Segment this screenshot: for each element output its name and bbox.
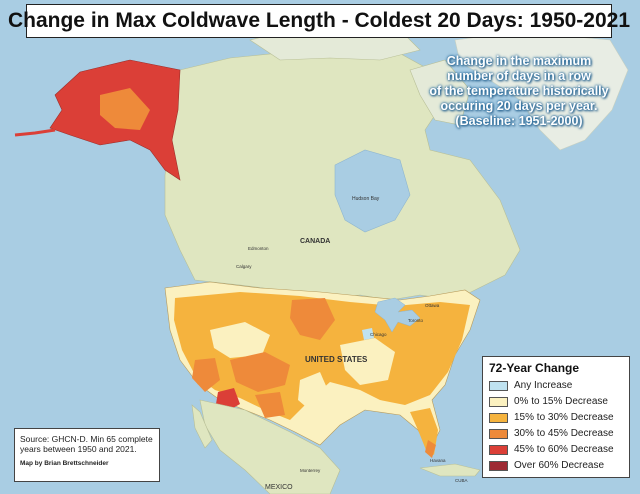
us-zone-30-45-c [192, 358, 220, 392]
baffin-island [409, 59, 471, 126]
alaska-interior-orange [100, 88, 150, 130]
great-lakes [374, 297, 421, 333]
legend-item: Any Increase [489, 378, 624, 393]
source-box: Source: GHCN-D. Min 65 complete years be… [14, 428, 160, 482]
map-subtitle: Change in the maximum number of days in … [405, 54, 633, 129]
legend-label: 30% to 45% Decrease [514, 428, 614, 439]
title-box: Change in Max Coldwave Length - Coldest … [8, 4, 630, 38]
us-zone-increase [362, 328, 374, 340]
aleutian-islands [14, 128, 56, 137]
map-title: Change in Max Coldwave Length - Coldest … [7, 9, 631, 32]
legend-label: 45% to 60% Decrease [514, 444, 614, 455]
greenland [454, 31, 629, 151]
us-zone-0-15-b [340, 338, 395, 385]
legend-label: 0% to 15% Decrease [514, 396, 608, 407]
baja-california [191, 404, 213, 449]
label-chicago: Chicago [370, 332, 387, 337]
subtitle-line: Change in the maximum [446, 54, 592, 68]
legend: 72-Year Change Any Increase 0% to 15% De… [482, 356, 630, 478]
us-zone-0-15-a [210, 322, 270, 358]
legend-swatch [489, 460, 508, 471]
legend-swatch [489, 428, 508, 439]
legend-swatch [489, 380, 508, 391]
legend-swatch [489, 396, 508, 407]
legend-label: 15% to 30% Decrease [514, 412, 614, 423]
legend-label: Any Increase [514, 380, 573, 391]
label-ottawa: Ottawa [425, 303, 440, 308]
us-zone-30-45-b [230, 352, 290, 392]
subtitle-line: number of days in a row [447, 69, 591, 83]
label-monterrey: Monterrey [300, 468, 321, 473]
source-note: Source: GHCN-D. Min 65 complete years be… [20, 434, 153, 454]
legend-item: Over 60% Decrease [489, 458, 624, 473]
legend-item: 0% to 15% Decrease [489, 394, 624, 409]
legend-item: 15% to 30% Decrease [489, 410, 624, 425]
legend-label: Over 60% Decrease [514, 460, 605, 471]
us-zone-30-45-a [290, 298, 335, 340]
label-calgary: Calgary [236, 264, 252, 269]
map-credit: Map by Brian Brettschneider [20, 460, 109, 467]
label-mexico: MEXICO [265, 484, 293, 491]
cuba [419, 463, 481, 477]
subtitle-line: (Baseline: 1951-2000) [455, 114, 583, 128]
label-hudson-bay: Hudson Bay [352, 196, 380, 202]
florida-tip [425, 440, 436, 458]
legend-swatch [489, 444, 508, 455]
legend-title: 72-Year Change [489, 361, 580, 375]
legend-item: 30% to 45% Decrease [489, 426, 624, 441]
subtitle-line: occuring 20 days per year. [440, 99, 598, 113]
legend-item: 45% to 60% Decrease [489, 442, 624, 457]
us-zone-0-15-c [298, 372, 330, 412]
subtitle-line: of the temperature historically [429, 84, 609, 98]
mexico-landmass [199, 399, 341, 494]
label-toronto: Toronto [408, 318, 424, 323]
label-cuba: CUBA [455, 478, 468, 483]
label-canada: CANADA [300, 238, 330, 245]
hudson-bay-water [334, 149, 411, 233]
us-zone-30-45-d [255, 392, 285, 418]
label-united-states: UNITED STATES [305, 355, 368, 364]
legend-swatch [489, 412, 508, 423]
label-havana: Havana [430, 458, 446, 463]
label-edmonton: Edmonton [248, 246, 269, 251]
